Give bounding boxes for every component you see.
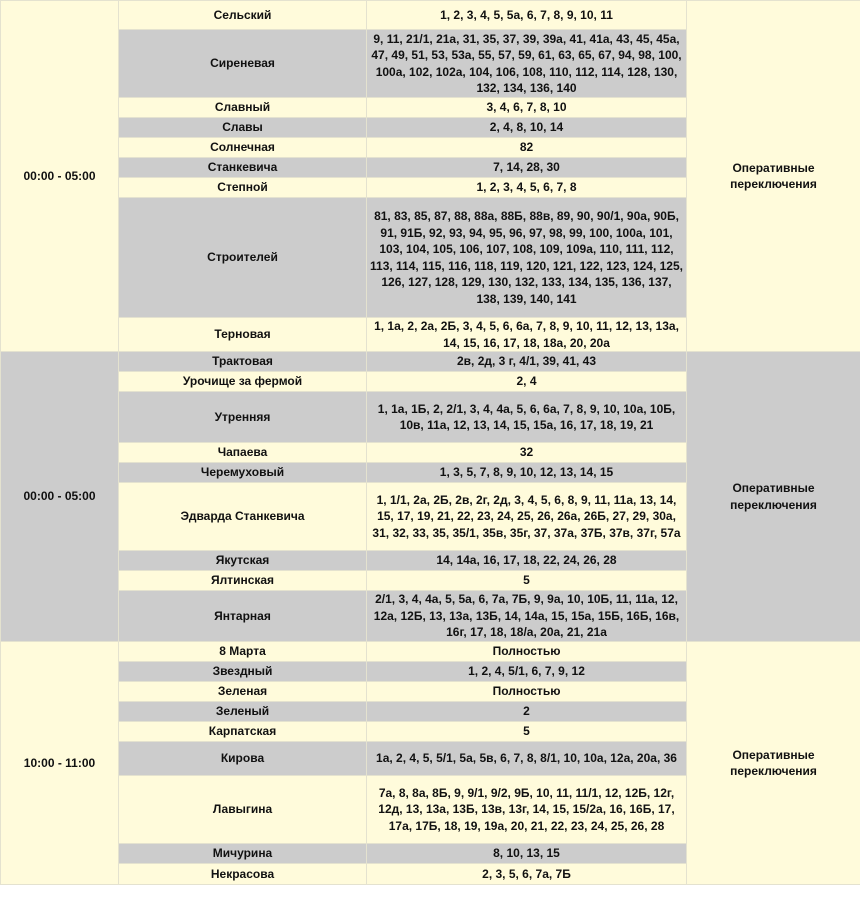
time-range-cell: 10:00 - 11:00 (0, 641, 119, 885)
table-row: Терновая 1, 1а, 2, 2а, 2Б, 3, 4, 5, 6, 6а… (1, 317, 860, 352)
street-cell: Урочище за фермой (118, 371, 367, 392)
houses-cell: 82 (366, 137, 687, 158)
houses-cell: 2, 3, 5, 6, 7а, 7Б (366, 863, 687, 885)
houses-cell: 1, 3, 5, 7, 8, 9, 10, 12, 13, 14, 15 (366, 462, 687, 483)
table-row: Некрасова 2, 3, 5, 6, 7а, 7Б (1, 863, 860, 885)
table-row: Строителей 81, 83, 85, 87, 88, 88а, 88Б, … (1, 197, 860, 318)
table-body: 00:00 - 05:00 Сельский 1, 2, 3, 4, 5, 5а, … (0, 0, 860, 885)
houses-cell: 2в, 2д, 3 г, 4/1, 39, 41, 43 (366, 351, 687, 372)
table-row: Славный 3, 4, 6, 7, 8, 10 (1, 97, 860, 118)
table-row: Сиреневая 9, 11, 21/1, 21а, 31, 35, 37, 3… (1, 29, 860, 98)
houses-cell: 2, 4 (366, 371, 687, 392)
table-row: Станкевича 7, 14, 28, 30 (1, 157, 860, 178)
table-row: Чапаева 32 (1, 442, 860, 463)
street-cell: Славный (118, 97, 367, 118)
houses-cell: 32 (366, 442, 687, 463)
street-cell: Кирова (118, 741, 367, 776)
houses-cell: 81, 83, 85, 87, 88, 88а, 88Б, 88в, 89, 9… (366, 197, 687, 318)
street-cell: Станкевича (118, 157, 367, 178)
street-cell: Зеленая (118, 681, 367, 702)
houses-cell: 9, 11, 21/1, 21а, 31, 35, 37, 39, 39а, 4… (366, 29, 687, 98)
table-row: Якутская 14, 14а, 16, 17, 18, 22, 24, 26,… (1, 550, 860, 571)
houses-cell: 7а, 8, 8а, 8Б, 9, 9/1, 9/2, 9Б, 10, 11, … (366, 775, 687, 844)
street-cell: Якутская (118, 550, 367, 571)
street-cell: Янтарная (118, 590, 367, 642)
table-row: Ялтинская 5 (1, 570, 860, 591)
street-cell: 8 Марта (118, 641, 367, 662)
street-cell: Лавыгина (118, 775, 367, 844)
houses-cell: 14, 14а, 16, 17, 18, 22, 24, 26, 28 (366, 550, 687, 571)
table-row: Звездный 1, 2, 4, 5/1, 6, 7, 9, 12 (1, 661, 860, 682)
table-row: Зеленый 2 (1, 701, 860, 722)
table-row: Черемуховый 1, 3, 5, 7, 8, 9, 10, 12, 13,… (1, 462, 860, 483)
table-row: Зеленая Полностью (1, 681, 860, 702)
table-row: 00:00 - 05:00 Сельский 1, 2, 3, 4, 5, 5а, … (0, 0, 860, 352)
work-type-cell: Оперативные переключения (686, 351, 860, 642)
street-cell: Черемуховый (118, 462, 367, 483)
street-cell: Степной (118, 177, 367, 198)
table-row: Утренняя 1, 1а, 1Б, 2, 2/1, 3, 4, 4а, 5, … (1, 391, 860, 443)
table-row: Кирова 1а, 2, 4, 5, 5/1, 5а, 5в, 6, 7, 8,… (1, 741, 860, 776)
houses-cell: 1, 2, 3, 4, 5, 6, 7, 8 (366, 177, 687, 198)
street-cell: Утренняя (118, 391, 367, 443)
houses-cell: 2/1, 3, 4, 4а, 5, 5а, 6, 7а, 7Б, 9, 9а, … (366, 590, 687, 642)
houses-cell: 1, 1/1, 2а, 2Б, 2в, 2г, 2д, 3, 4, 5, 6, … (366, 482, 687, 551)
houses-cell: 8, 10, 13, 15 (366, 843, 687, 864)
street-cell: Эдварда Станкевича (118, 482, 367, 551)
houses-cell: 1, 2, 4, 5/1, 6, 7, 9, 12 (366, 661, 687, 682)
table-row: Карпатская 5 (1, 721, 860, 742)
street-cell: Строителей (118, 197, 367, 318)
street-cell: Чапаева (118, 442, 367, 463)
houses-cell: 3, 4, 6, 7, 8, 10 (366, 97, 687, 118)
outage-schedule-table: 00:00 - 05:00 Сельский 1, 2, 3, 4, 5, 5а, … (0, 0, 860, 885)
street-cell: Сиреневая (118, 29, 367, 98)
street-cell: Трактовая (118, 351, 367, 372)
street-cell: Звездный (118, 661, 367, 682)
street-cell: Сельский (118, 0, 367, 30)
houses-cell: 1, 1а, 1Б, 2, 2/1, 3, 4, 4а, 5, 6, 6а, 7… (366, 391, 687, 443)
houses-cell: 7, 14, 28, 30 (366, 157, 687, 178)
table-row: Урочище за фермой 2, 4 (1, 371, 860, 392)
street-cell: Терновая (118, 317, 367, 352)
table-row: Степной 1, 2, 3, 4, 5, 6, 7, 8 (1, 177, 860, 198)
work-type-cell: Оперативные переключения (686, 641, 860, 885)
street-cell: Солнечная (118, 137, 367, 158)
houses-cell: 5 (366, 721, 687, 742)
houses-cell: 2 (366, 701, 687, 722)
street-cell: Карпатская (118, 721, 367, 742)
houses-cell: 2, 4, 8, 10, 14 (366, 117, 687, 138)
houses-cell: 5 (366, 570, 687, 591)
street-cell: Зеленый (118, 701, 367, 722)
street-cell: Славы (118, 117, 367, 138)
table-row: Славы 2, 4, 8, 10, 14 (1, 117, 860, 138)
houses-cell: 1, 2, 3, 4, 5, 5а, 6, 7, 8, 9, 10, 11 (366, 0, 687, 30)
street-cell: Мичурина (118, 843, 367, 864)
houses-cell: 1, 1а, 2, 2а, 2Б, 3, 4, 5, 6, 6а, 7, 8, … (366, 317, 687, 352)
time-range-cell: 00:00 - 05:00 (0, 351, 119, 642)
houses-cell: 1а, 2, 4, 5, 5/1, 5а, 5в, 6, 7, 8, 8/1, … (366, 741, 687, 776)
table-row: 10:00 - 11:00 8 Марта Полностью Оперативные… (0, 641, 860, 885)
table-row: Янтарная 2/1, 3, 4, 4а, 5, 5а, 6, 7а, 7Б,… (1, 590, 860, 642)
houses-cell: Полностью (366, 681, 687, 702)
table-row: Эдварда Станкевича 1, 1/1, 2а, 2Б, 2в, 2г… (1, 482, 860, 551)
work-type-cell: Оперативные переключения (686, 0, 860, 352)
street-cell: Некрасова (118, 863, 367, 885)
time-range-cell: 00:00 - 05:00 (0, 0, 119, 352)
street-cell: Ялтинская (118, 570, 367, 591)
table-row: 00:00 - 05:00 Трактовая 2в, 2д, 3 г, 4/1, … (0, 351, 860, 642)
table-row: Солнечная 82 (1, 137, 860, 158)
houses-cell: Полностью (366, 641, 687, 662)
